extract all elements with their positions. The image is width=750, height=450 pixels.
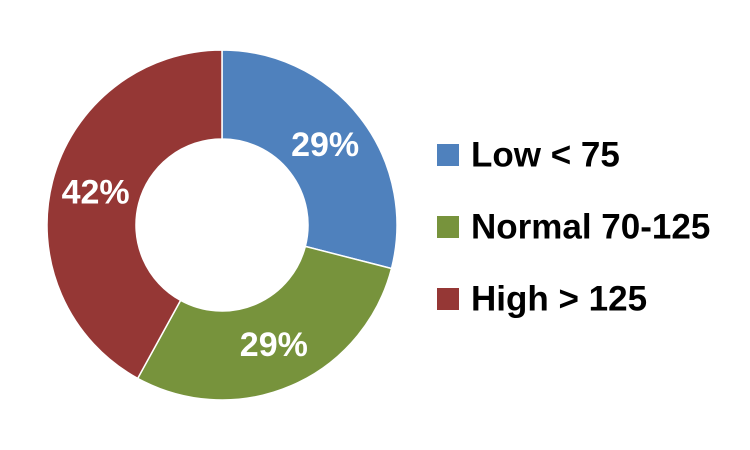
legend-label-2: Normal 70-125 bbox=[471, 208, 710, 247]
slice-label-1: 29% bbox=[291, 126, 359, 164]
slice-label-3: 42% bbox=[62, 174, 130, 212]
donut-slice-3 bbox=[46, 49, 223, 380]
slice-label-2: 29% bbox=[240, 326, 308, 364]
legend-label-1: Low < 75 bbox=[471, 136, 620, 175]
legend-swatch-3 bbox=[437, 288, 459, 310]
donut-slices bbox=[46, 49, 398, 401]
slice-labels: 29% 29% 42% bbox=[62, 126, 360, 364]
donut-slice-1 bbox=[221, 49, 398, 270]
legend-label-3: High > 125 bbox=[471, 280, 647, 319]
legend: Low < 75 Normal 70-125 High > 125 bbox=[437, 136, 710, 319]
legend-swatch-2 bbox=[437, 216, 459, 238]
donut-slice-2 bbox=[136, 245, 393, 401]
legend-swatch-1 bbox=[437, 144, 459, 166]
